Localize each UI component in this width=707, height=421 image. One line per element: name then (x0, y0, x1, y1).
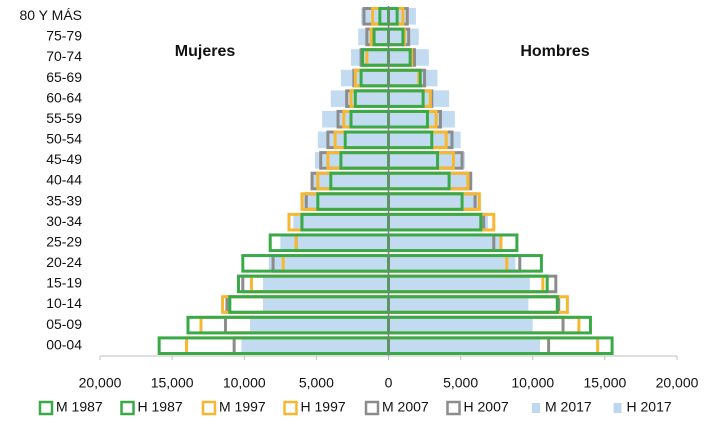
legend-label: H 1987 (138, 399, 183, 415)
legend-label: H 2007 (464, 399, 509, 415)
bar (330, 90, 389, 107)
legend-swatch (201, 400, 217, 416)
x-tick-label: 15,000 (583, 375, 626, 391)
annotation: Hombres (520, 43, 589, 60)
legend-label: M 2007 (382, 399, 429, 415)
y-tick-label: 05-09 (46, 316, 82, 332)
legend-label: H 1997 (301, 399, 346, 415)
bar (388, 275, 530, 293)
legend-swatch (364, 400, 380, 416)
y-tick-label: 00-04 (46, 336, 82, 352)
y-tick-label: 25-29 (46, 233, 82, 249)
annotation: Mujeres (175, 43, 236, 60)
x-tick-label: 10,000 (511, 375, 554, 391)
bar (361, 8, 389, 25)
bar (388, 152, 465, 169)
bar (300, 193, 389, 210)
bar (350, 49, 389, 66)
bar (388, 90, 450, 107)
x-tick-label: 20,000 (79, 375, 122, 391)
bar (322, 110, 389, 128)
bar (388, 69, 438, 87)
bar (250, 316, 389, 334)
x-tick-label: 20,000 (656, 375, 699, 391)
legend-swatch (613, 403, 622, 413)
y-tick-label: 80 Y MÁS (19, 7, 82, 23)
bar (314, 152, 389, 169)
y-tick-label: 65-69 (46, 69, 82, 85)
y-tick-label: 10-14 (46, 295, 82, 311)
x-tick-label: 0 (385, 375, 393, 391)
bar (310, 172, 389, 190)
bar (388, 193, 478, 210)
legend-label: M 2017 (545, 399, 592, 415)
y-tick-label: 70-74 (46, 48, 82, 64)
legend-swatch (283, 400, 298, 416)
y-tick-label: 45-49 (46, 151, 82, 167)
bar (388, 234, 502, 252)
x-tick-label: 15,000 (151, 375, 194, 391)
y-tick-label: 55-59 (46, 110, 82, 126)
bar (388, 172, 473, 190)
bar (263, 296, 389, 313)
y-tick-label: 60-64 (46, 89, 82, 105)
legend-swatch (532, 403, 540, 413)
bar (388, 131, 461, 149)
bar (241, 337, 389, 354)
y-tick-label: 50-54 (46, 131, 82, 147)
legend-label: M 1997 (219, 399, 266, 415)
bar (388, 296, 529, 313)
y-tick-label: 15-19 (46, 275, 82, 291)
bar (340, 69, 389, 87)
bar (388, 213, 489, 231)
y-tick-label: 35-39 (46, 192, 82, 208)
bar (388, 110, 455, 128)
bar (280, 234, 389, 252)
legend-swatch (38, 400, 54, 416)
x-tick-label: 5,000 (299, 375, 334, 391)
bar (268, 255, 389, 272)
y-tick-label: 40-44 (46, 172, 82, 188)
y-tick-label: 75-79 (46, 28, 82, 44)
bar (388, 316, 533, 334)
legend-label: H 2017 (627, 399, 672, 415)
legend-swatch (120, 400, 135, 416)
bar (388, 255, 516, 272)
legend-label: M 1987 (56, 399, 103, 415)
bar (293, 213, 389, 231)
y-tick-label: 30-34 (46, 213, 82, 229)
x-tick-label: 5,000 (443, 375, 478, 391)
y-tick-label: 20-24 (46, 254, 82, 270)
bar (388, 337, 540, 354)
legend-swatch (446, 400, 461, 416)
x-tick-label: 10,000 (223, 375, 266, 391)
bar (263, 275, 389, 293)
